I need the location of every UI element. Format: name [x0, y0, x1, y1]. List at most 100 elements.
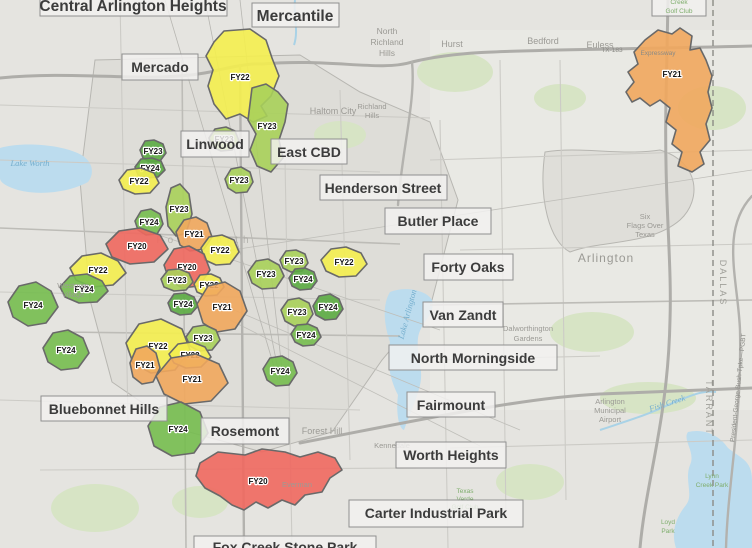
svg-text:Hurst: Hurst — [441, 39, 463, 49]
city-limits-shading-2 — [542, 149, 695, 253]
fy-area[interactable]: FY24 — [312, 293, 344, 321]
svg-text:FY23: FY23 — [167, 276, 187, 285]
svg-text:FY24: FY24 — [293, 275, 313, 284]
neighborhood-label-central-arlington-heights: Central Arlington Heights — [39, 0, 228, 17]
svg-text:DALLAS: DALLAS — [718, 260, 728, 307]
svg-text:FY24: FY24 — [270, 367, 290, 376]
neighborhood-label-rosemont: Rosemont — [200, 417, 290, 445]
svg-text:Park: Park — [661, 528, 675, 535]
svg-text:Butler Place: Butler Place — [398, 213, 479, 229]
neighborhood-labels: Central Arlington Heights Mercantile Mer… — [39, 0, 558, 548]
svg-text:Richland: Richland — [357, 102, 386, 111]
svg-text:FY20: FY20 — [177, 263, 197, 272]
neighborhood-label-carter-industrial-park: Carter Industrial Park — [348, 499, 524, 528]
svg-text:FY24: FY24 — [296, 331, 316, 340]
svg-text:FY24: FY24 — [56, 346, 76, 355]
svg-text:FY21: FY21 — [662, 70, 682, 79]
svg-text:Forty Oaks: Forty Oaks — [431, 259, 504, 275]
fy-area[interactable]: FY24 — [290, 323, 322, 347]
svg-text:FY24: FY24 — [168, 425, 188, 434]
svg-text:Fairmount: Fairmount — [417, 397, 486, 413]
svg-text:Mercantile: Mercantile — [257, 8, 334, 25]
svg-text:FY24: FY24 — [173, 300, 193, 309]
svg-text:Golf Club: Golf Club — [665, 8, 692, 15]
neighborhood-label-worth-heights: Worth Heights — [395, 441, 507, 469]
svg-text:FY22: FY22 — [210, 246, 230, 255]
svg-text:Euless: Euless — [586, 40, 614, 50]
svg-text:Bedford: Bedford — [527, 36, 559, 46]
svg-text:Arlington: Arlington — [595, 397, 625, 406]
fy-area[interactable]: FY22 — [320, 246, 368, 278]
svg-text:Arlington: Arlington — [578, 251, 634, 265]
svg-text:Texas: Texas — [635, 230, 655, 239]
fy-area[interactable]: FY24 — [288, 267, 318, 291]
svg-text:Worth Heights: Worth Heights — [403, 447, 499, 463]
svg-text:East CBD: East CBD — [277, 144, 341, 160]
svg-text:Loyd: Loyd — [661, 519, 675, 526]
golf-club-callout: Creek Golf Club — [651, 0, 707, 17]
svg-text:FY23: FY23 — [257, 122, 277, 131]
svg-text:FY23: FY23 — [193, 334, 213, 343]
svg-text:FY21: FY21 — [135, 361, 155, 370]
svg-text:FY22: FY22 — [334, 258, 354, 267]
svg-text:FY23: FY23 — [229, 176, 249, 185]
svg-text:FY24: FY24 — [74, 285, 94, 294]
fy-area[interactable]: FY21 — [155, 353, 229, 405]
fy-area[interactable]: FY22 — [200, 234, 240, 266]
fy-area[interactable]: FY20 — [195, 448, 343, 511]
svg-text:Hills: Hills — [365, 111, 379, 120]
neighborhood-label-fairmount: Fairmount — [406, 391, 496, 418]
fy-area[interactable]: FY24 — [167, 292, 199, 316]
svg-text:Village: Village — [62, 290, 84, 299]
svg-text:Richland: Richland — [370, 37, 403, 47]
fy-area[interactable]: FY23 — [280, 297, 314, 327]
svg-text:Fox Creek Stone Park: Fox Creek Stone Park — [213, 539, 358, 548]
svg-text:FY24: FY24 — [23, 301, 43, 310]
fy-area[interactable]: FY22 — [118, 167, 160, 195]
svg-text:Creek: Creek — [670, 0, 688, 6]
neighborhood-label-forty-oaks: Forty Oaks — [423, 253, 514, 281]
svg-text:FY22: FY22 — [148, 342, 168, 351]
svg-text:Carter Industrial Park: Carter Industrial Park — [365, 505, 508, 521]
fy-area[interactable]: FY23 — [279, 249, 309, 273]
svg-text:FY23: FY23 — [256, 270, 276, 279]
svg-text:Forest Hill: Forest Hill — [302, 426, 343, 436]
svg-text:North Morningside: North Morningside — [411, 350, 536, 366]
neighborhood-label-mercantile: Mercantile — [251, 2, 340, 28]
svg-text:North: North — [377, 26, 398, 36]
fy-area[interactable]: FY24 — [59, 273, 109, 304]
svg-text:FY22: FY22 — [129, 177, 149, 186]
neighborhood-label-north-morningside: North Morningside — [388, 344, 558, 371]
svg-text:Expressway: Expressway — [640, 50, 676, 57]
svg-text:Mercado: Mercado — [131, 59, 189, 75]
fy-area[interactable]: FY24 — [7, 281, 59, 327]
svg-text:Gardens: Gardens — [514, 334, 543, 343]
neighborhood-label-bluebonnet-hills: Bluebonnet Hills — [40, 395, 168, 422]
fy-area[interactable]: FY24 — [42, 329, 90, 371]
fy-area[interactable]: FY23 — [224, 166, 254, 194]
svg-text:Lake Worth: Lake Worth — [9, 158, 49, 168]
fy-area[interactable]: FY21 — [129, 345, 161, 385]
svg-text:FY21: FY21 — [182, 375, 202, 384]
svg-text:Texas: Texas — [457, 488, 475, 495]
svg-text:Lynn: Lynn — [705, 473, 719, 480]
svg-text:FY20: FY20 — [248, 477, 268, 486]
svg-text:FY22: FY22 — [230, 73, 250, 82]
fy-area[interactable]: FY24 — [262, 355, 298, 387]
svg-text:Central Arlington Heights: Central Arlington Heights — [39, 0, 226, 15]
fy-areas-layer[interactable]: FY22 FY23 FY23 FY23 FY23 FY23 FY24 FY22 — [7, 27, 713, 511]
fy-area[interactable]: FY23 — [160, 268, 194, 292]
fy-area[interactable]: FY20 — [105, 227, 169, 265]
svg-text:FY23: FY23 — [287, 308, 307, 317]
svg-text:Westover: Westover — [57, 281, 89, 290]
svg-text:Rosemont: Rosemont — [211, 423, 280, 439]
fy-area[interactable]: FY21 — [625, 27, 713, 173]
lake-worth — [0, 144, 92, 193]
svg-text:TX-183: TX-183 — [601, 47, 623, 54]
svg-text:Airport: Airport — [599, 415, 622, 424]
svg-text:FY24: FY24 — [140, 164, 160, 173]
neighborhood-label-east-cbd: East CBD — [270, 138, 348, 165]
fy-area[interactable]: FY23 — [247, 258, 285, 290]
